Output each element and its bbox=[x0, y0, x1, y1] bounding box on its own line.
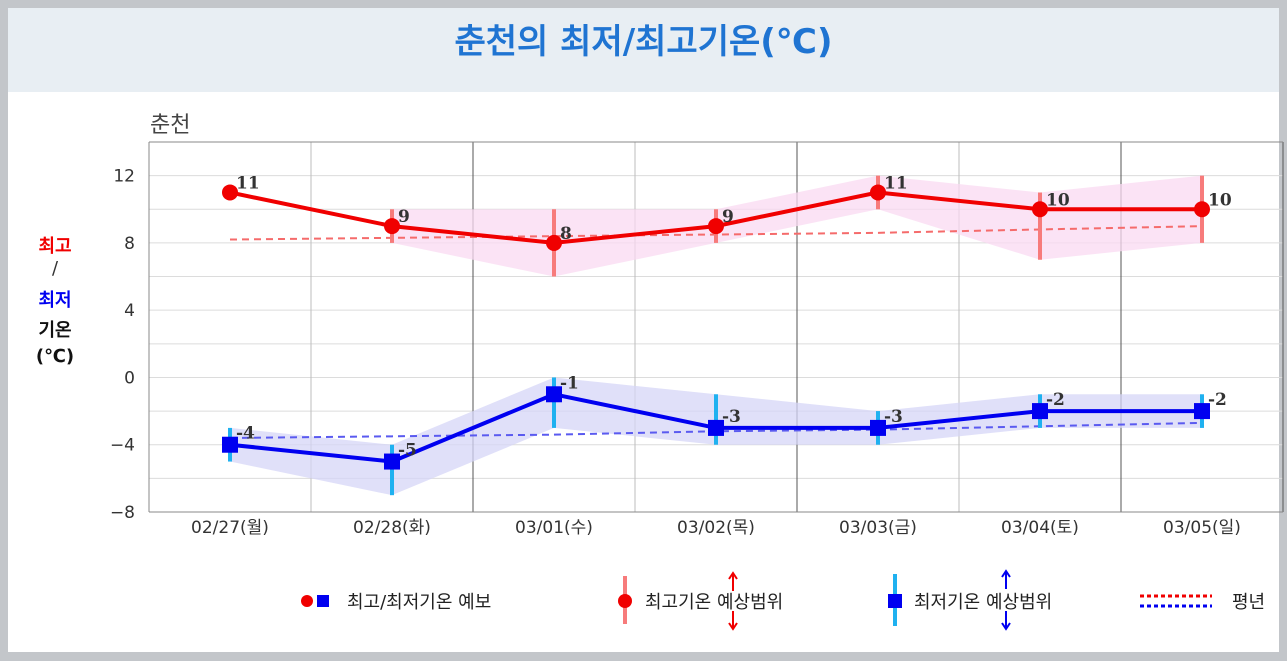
legend-forecast-circle-icon bbox=[301, 595, 313, 607]
legend-normal-label: 평년 bbox=[1232, 592, 1265, 613]
page-title: 춘천의 최저/최고기온(℃) bbox=[454, 22, 833, 62]
min-point bbox=[222, 436, 238, 453]
min-data-label: -2 bbox=[1208, 390, 1227, 410]
max-data-label: 11 bbox=[884, 173, 908, 193]
max-point bbox=[384, 218, 400, 235]
min-point bbox=[1194, 403, 1210, 420]
min-point bbox=[384, 453, 400, 470]
min-point bbox=[708, 419, 724, 436]
legend-max-range-point-icon bbox=[618, 594, 632, 608]
max-data-label: 9 bbox=[398, 207, 410, 227]
x-tick-label: 03/01(수) bbox=[515, 518, 593, 538]
max-data-label: 9 bbox=[722, 207, 734, 227]
y-tick-label: 0 bbox=[124, 368, 135, 388]
min-point bbox=[870, 419, 886, 436]
legend-max-range-label: 최고기온 예상범위 bbox=[645, 592, 783, 613]
legend-min-range-label: 최저기온 예상범위 bbox=[914, 592, 1052, 613]
station-subtitle: 춘천 bbox=[150, 113, 190, 138]
min-data-label: -3 bbox=[884, 407, 903, 427]
max-point bbox=[546, 234, 562, 251]
legend-max-down-arrow-icon bbox=[728, 611, 738, 631]
min-data-label: -5 bbox=[398, 441, 417, 461]
legend-forecast-label: 최고/최저기온 예보 bbox=[347, 592, 491, 613]
min-data-label: -2 bbox=[1046, 390, 1065, 410]
legend-min-range-point-icon bbox=[888, 594, 902, 608]
title-bar bbox=[8, 8, 1279, 92]
y-axis-label-slash: / bbox=[51, 258, 59, 279]
min-data-label: -3 bbox=[722, 407, 741, 427]
min-data-label: -4 bbox=[236, 424, 255, 444]
max-data-label: 11 bbox=[236, 173, 260, 193]
max-point bbox=[870, 184, 886, 201]
max-range-band bbox=[392, 175, 1202, 277]
max-point bbox=[1194, 201, 1210, 218]
max-data-label: 10 bbox=[1208, 190, 1232, 210]
x-tick-label: 03/04(토) bbox=[1001, 518, 1079, 538]
y-tick-label: 12 bbox=[113, 167, 135, 187]
chart-frame bbox=[8, 8, 1279, 652]
max-point bbox=[222, 184, 238, 201]
y-tick-label: −8 bbox=[110, 503, 135, 523]
min-point bbox=[1032, 403, 1048, 420]
legend-min-down-arrow-icon bbox=[1001, 611, 1011, 631]
y-tick-label: −4 bbox=[110, 436, 135, 456]
max-point bbox=[708, 218, 724, 235]
y-axis-label-temp: 기온 bbox=[38, 320, 72, 341]
legend-forecast-square-icon bbox=[317, 595, 329, 607]
legend-min-up-arrow-icon bbox=[1001, 569, 1011, 589]
x-tick-label: 03/02(목) bbox=[677, 518, 755, 538]
x-tick-label: 03/05(일) bbox=[1163, 518, 1241, 538]
max-point bbox=[1032, 201, 1048, 218]
max-data-label: 8 bbox=[560, 224, 572, 244]
y-axis-label-max: 최고 bbox=[38, 236, 72, 257]
min-data-label: -1 bbox=[560, 373, 579, 393]
x-tick-label: 03/03(금) bbox=[839, 518, 917, 538]
y-axis-label-min: 최저 bbox=[38, 290, 72, 311]
min-point bbox=[546, 386, 562, 403]
y-tick-label: 8 bbox=[124, 234, 135, 254]
y-tick-label: 4 bbox=[124, 301, 135, 321]
x-tick-label: 02/27(월) bbox=[191, 518, 269, 538]
y-axis-label-unit: (℃) bbox=[35, 346, 75, 367]
max-data-label: 10 bbox=[1046, 190, 1070, 210]
legend-max-up-arrow-icon bbox=[728, 571, 738, 591]
x-tick-label: 02/28(화) bbox=[353, 518, 431, 538]
